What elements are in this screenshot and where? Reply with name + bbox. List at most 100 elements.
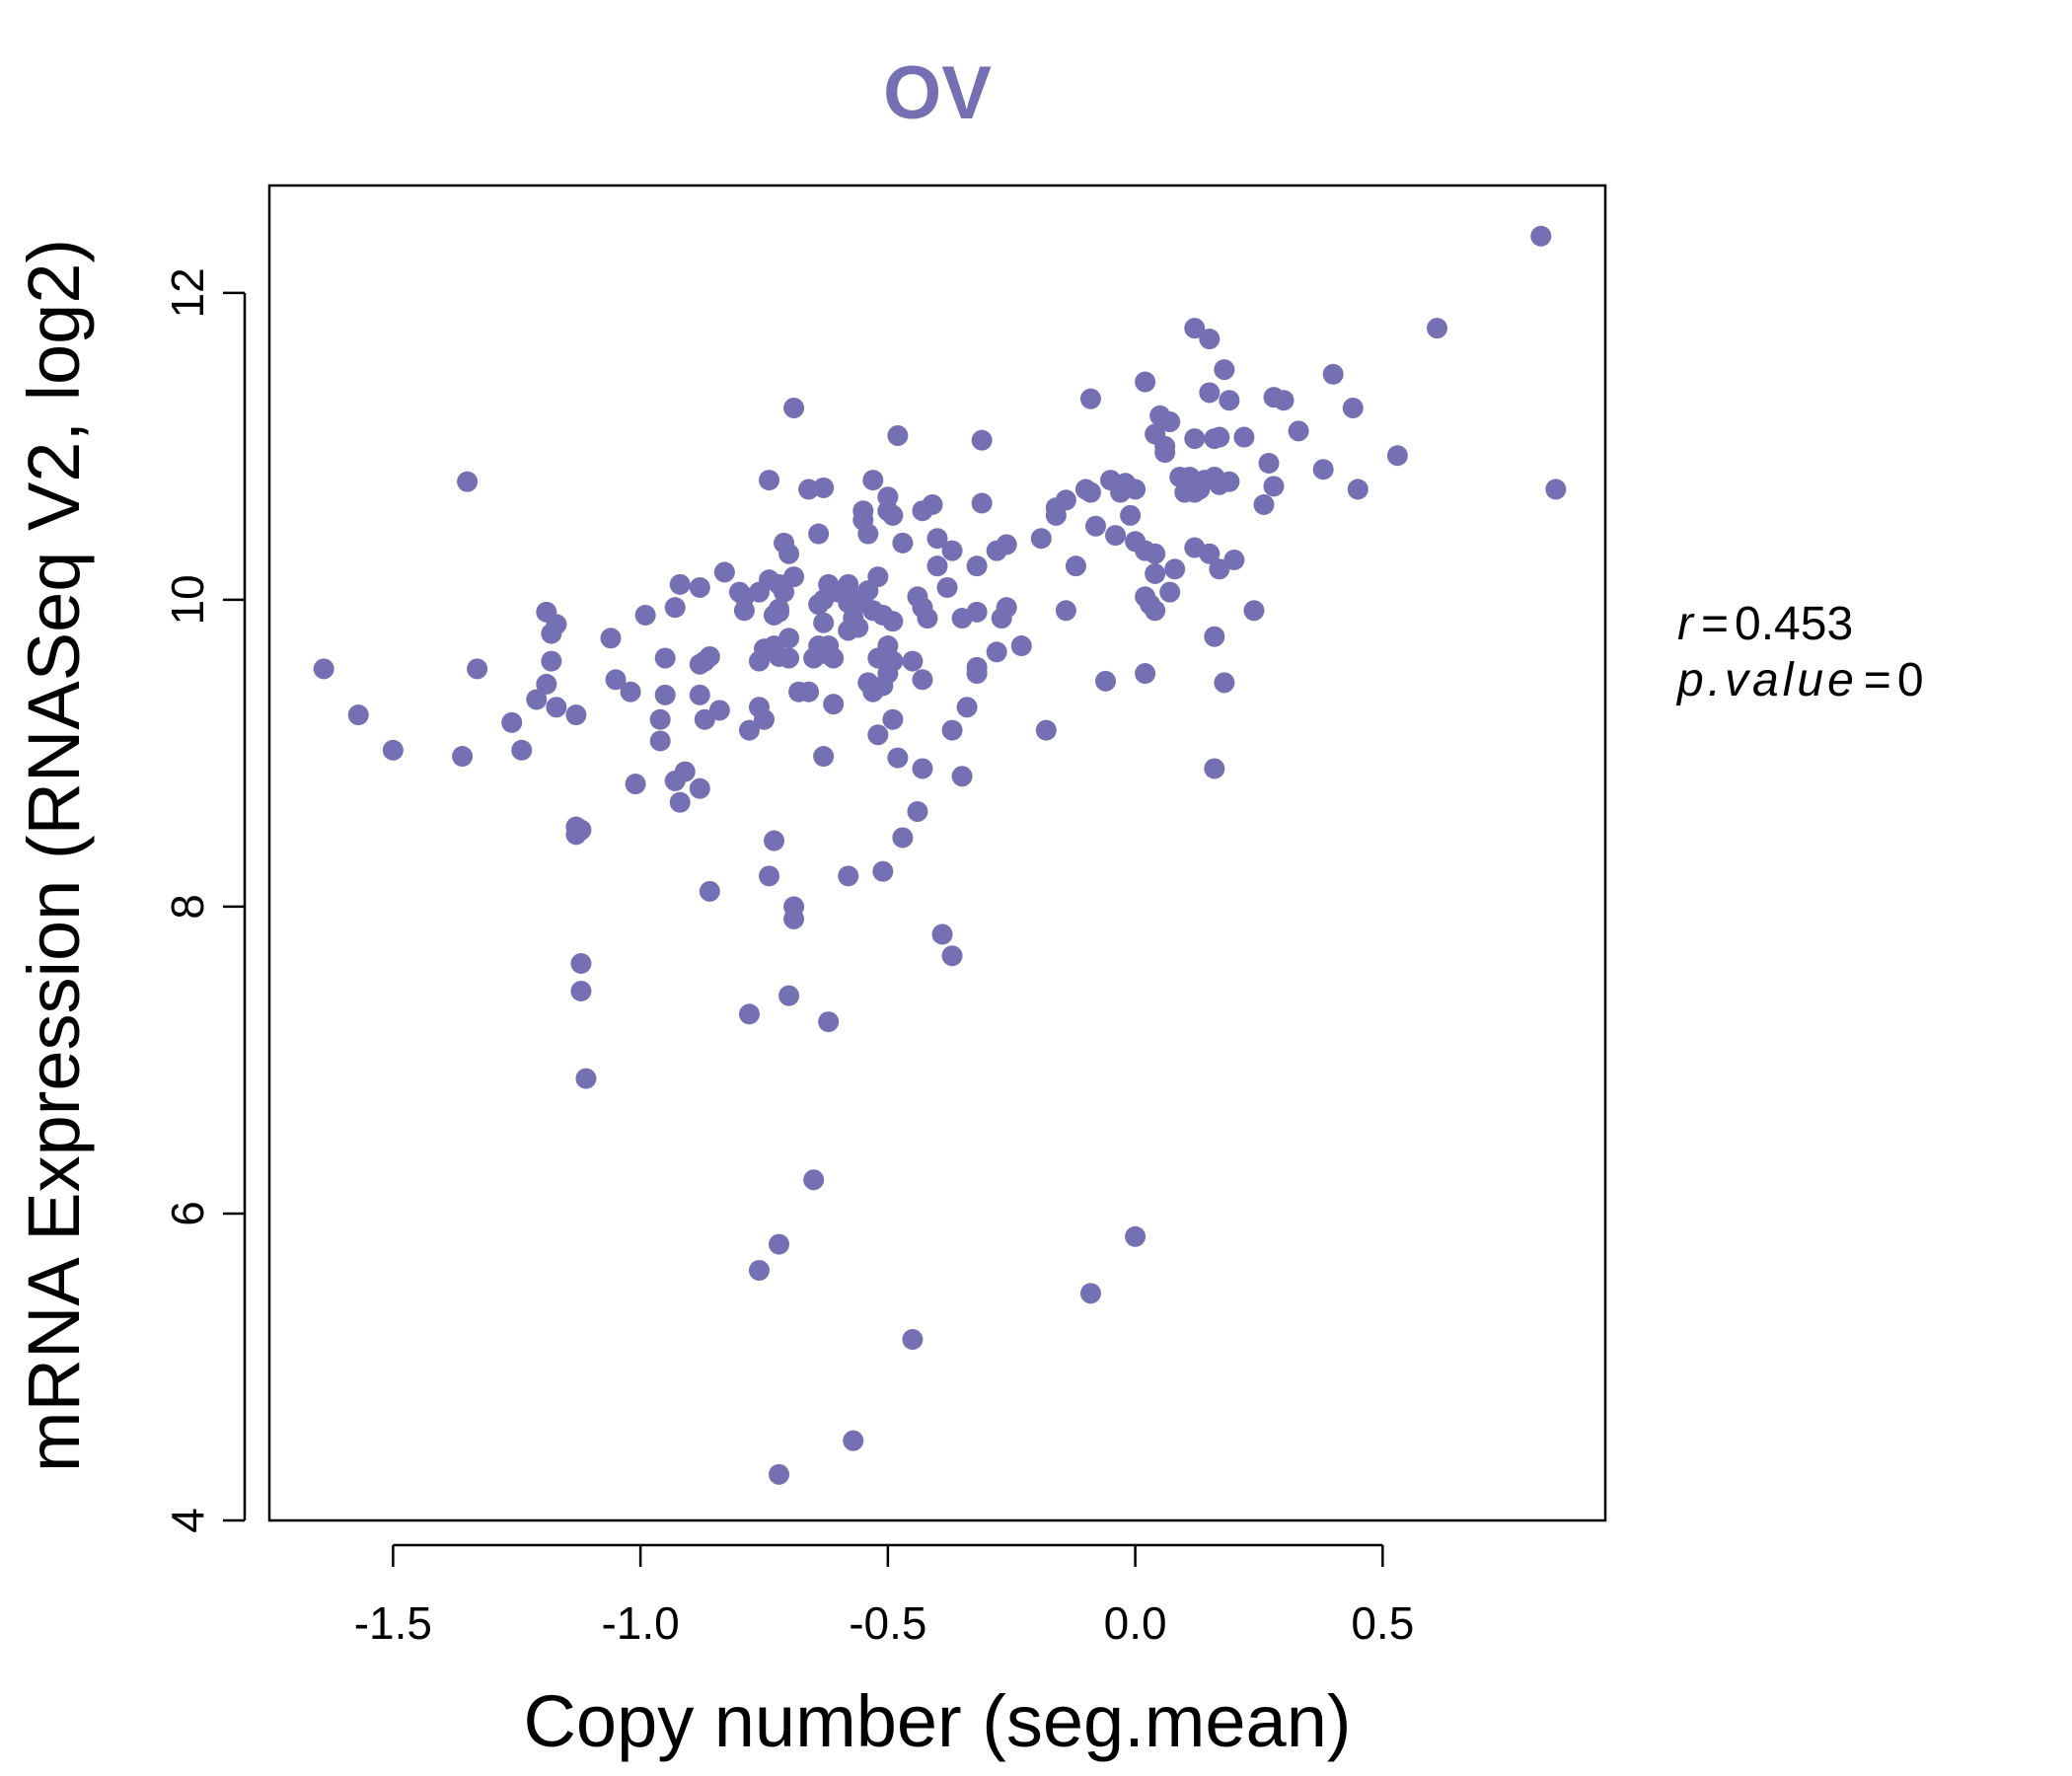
x-tick-label: 0.0: [1104, 1597, 1167, 1649]
x-tick-label: 0.5: [1351, 1597, 1414, 1649]
r-value: 0.453: [1735, 598, 1853, 650]
data-point: [1125, 1225, 1147, 1247]
data-point: [689, 653, 710, 675]
data-point: [1273, 390, 1295, 411]
data-point: [813, 746, 835, 768]
data-point: [892, 532, 914, 554]
data-point: [1055, 600, 1076, 622]
data-point: [1159, 581, 1181, 603]
data-point: [951, 608, 973, 629]
data-point: [966, 663, 988, 685]
data-point: [748, 650, 770, 672]
data-point: [753, 708, 775, 730]
x-tick-label: -0.5: [849, 1597, 926, 1649]
data-point: [654, 647, 676, 669]
data-point: [625, 774, 646, 795]
y-tick-label: 10: [162, 574, 213, 625]
data-point: [902, 650, 924, 672]
data-point: [689, 777, 710, 799]
data-point: [457, 471, 479, 492]
data-point: [783, 398, 805, 418]
data-point: [907, 801, 928, 823]
data-point: [708, 700, 730, 721]
y-tick-label: 6: [162, 1201, 213, 1226]
data-points: [313, 225, 1567, 1485]
data-point: [738, 719, 760, 741]
data-point: [971, 429, 993, 451]
data-point: [669, 573, 691, 595]
data-point: [1322, 363, 1344, 385]
data-point: [1209, 426, 1230, 448]
data-point: [1145, 600, 1166, 622]
data-point: [669, 791, 691, 813]
y-tick-label: 8: [162, 894, 213, 920]
data-point: [769, 1463, 790, 1485]
data-point: [1214, 359, 1235, 381]
data-point: [808, 594, 830, 616]
data-point: [892, 827, 914, 849]
data-point: [1184, 481, 1206, 503]
data-point: [1199, 382, 1221, 404]
data-point: [1115, 473, 1137, 494]
data-point: [1342, 398, 1364, 418]
data-point: [1288, 420, 1309, 442]
data-point: [803, 1169, 825, 1191]
data-point: [857, 523, 879, 545]
data-point: [1084, 515, 1106, 537]
plot-frame: [267, 184, 1607, 1522]
data-point: [1258, 452, 1280, 474]
data-point: [1184, 428, 1206, 450]
data-point: [882, 611, 904, 632]
data-point: [1105, 525, 1127, 547]
data-point: [689, 576, 710, 598]
data-point: [823, 694, 845, 715]
data-point: [1184, 318, 1206, 339]
data-point: [565, 704, 587, 726]
data-point: [501, 711, 523, 733]
data-point: [1035, 719, 1057, 741]
correlation-annotation: r = 0.453: [1677, 598, 1853, 650]
data-point: [467, 658, 488, 680]
data-point: [912, 669, 933, 691]
data-point: [570, 952, 592, 974]
data-point: [1426, 318, 1447, 339]
data-point: [1347, 479, 1369, 500]
data-point: [769, 1233, 790, 1255]
data-point: [857, 672, 879, 694]
data-point: [1253, 493, 1275, 515]
data-point: [649, 730, 671, 752]
data-point: [941, 540, 963, 561]
data-point: [536, 673, 557, 695]
data-point: [713, 561, 735, 583]
data-point: [1010, 635, 1032, 657]
data-point: [986, 641, 1007, 663]
data-point: [887, 424, 909, 446]
data-point: [803, 647, 825, 669]
data-point: [1312, 459, 1334, 481]
data-point: [1263, 476, 1285, 497]
y-axis: 4 6 8 10 12: [162, 267, 247, 1533]
data-point: [966, 555, 988, 577]
r-equals: =: [1701, 598, 1729, 650]
data-point: [541, 623, 562, 644]
data-point: [778, 985, 800, 1006]
data-point: [664, 597, 686, 619]
data-point: [818, 1011, 840, 1033]
data-point: [570, 980, 592, 1001]
data-point: [783, 908, 805, 929]
data-point: [956, 697, 978, 718]
y-tick-label: 12: [162, 267, 213, 318]
data-point: [769, 645, 790, 667]
data-point: [769, 601, 790, 623]
data-point: [674, 761, 696, 782]
data-point: [694, 708, 715, 730]
data-point: [511, 739, 533, 761]
data-point: [764, 830, 785, 851]
data-point: [1204, 626, 1225, 647]
data-point: [877, 486, 899, 508]
data-point: [382, 739, 404, 761]
data-point: [452, 746, 474, 768]
data-point: [912, 500, 933, 522]
data-point: [813, 612, 835, 633]
data-point: [600, 628, 622, 649]
